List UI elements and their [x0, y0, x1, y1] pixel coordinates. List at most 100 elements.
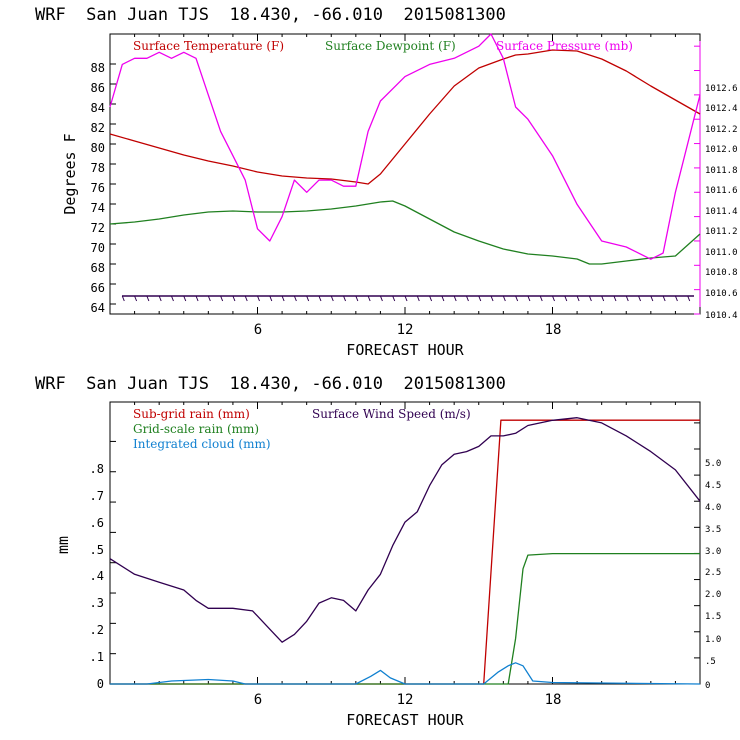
legend-subgrid-rain: Sub-grid rain (mm): [133, 407, 250, 421]
wind-barb: [441, 295, 445, 302]
series-line-sub-grid-rain-mm: [110, 419, 700, 685]
wind-barb: [429, 295, 433, 302]
wind-barb: [478, 295, 482, 302]
wind-barb: [453, 295, 457, 302]
panel2-title: WRF San Juan TJS 18.430, -66.010 2015081…: [35, 374, 506, 394]
panel1-y2-tick: 1011.6: [705, 186, 738, 196]
panel2-y2-tick: .5: [705, 657, 716, 667]
wind-barb: [330, 295, 334, 302]
panel2-y-tick: .5: [90, 543, 104, 557]
wind-barb: [576, 295, 580, 302]
panel1-y-tick: 72: [91, 221, 105, 235]
series-line-integrated-cloud-mm: [110, 662, 701, 685]
series-line-surface-dewpoint-f: [109, 200, 701, 265]
wind-barb: [134, 295, 138, 302]
panel1-title: WRF San Juan TJS 18.430, -66.010 2015081…: [35, 5, 506, 25]
panel1-x-tick: 6: [254, 322, 262, 338]
legend-surface-wind-speed: Surface Wind Speed (m/s): [312, 407, 471, 421]
panel2-y-tick: .7: [90, 489, 104, 503]
series-line-surface-wind-speed-m-s: [109, 417, 701, 643]
wind-barb: [220, 295, 224, 302]
panel1-y-tick: 86: [91, 81, 105, 95]
wind-barb: [625, 295, 629, 302]
panel1-y-tick: 68: [91, 261, 105, 275]
panel1-x-tick: 18: [545, 322, 562, 338]
panel1-y2-tick: 1012.4: [705, 104, 738, 114]
wind-barb: [244, 295, 248, 302]
series-line-grid-scale-rain-mm: [110, 552, 700, 685]
wind-barb: [379, 295, 383, 302]
wind-barb: [257, 295, 260, 302]
wind-barb: [527, 295, 531, 302]
panel2-y-label: mm: [54, 536, 72, 554]
panel1-y-tick: 78: [91, 161, 105, 175]
panel1-y-tick: 70: [91, 241, 105, 255]
panel2-y2-tick: 4.5: [705, 481, 721, 491]
legend-gridscale-rain: Grid-scale rain (mm): [133, 422, 259, 436]
wind-barb: [552, 295, 555, 302]
wind-barb: [539, 295, 543, 302]
wind-barb: [416, 295, 420, 302]
panel2-y-tick: .1: [90, 650, 104, 664]
wind-barb: [367, 295, 371, 302]
panel1-y-tick: 64: [91, 301, 105, 315]
wind-barb: [662, 295, 666, 302]
panel2-y2-tick: 5.0: [705, 459, 721, 469]
panel-temperature: WRF San Juan TJS 18.430, -66.010 2015081…: [35, 5, 738, 359]
panel1-x-tick: 12: [397, 322, 414, 338]
wind-barb: [650, 295, 654, 302]
wind-barb: [170, 295, 174, 302]
wind-barb: [613, 295, 617, 302]
panel1-y-tick: 76: [91, 181, 105, 195]
panel2-y-tick: .4: [90, 569, 104, 583]
wind-barb: [207, 295, 211, 302]
wind-barb: [343, 295, 347, 302]
panel1-y2-tick: 1011.0: [705, 248, 738, 258]
wind-barb: [515, 295, 519, 302]
panel1-y2-tick: 1010.6: [705, 289, 738, 299]
panel2-ticks: [109, 402, 701, 685]
panel2-y-tick: 0: [97, 677, 104, 691]
wind-barb: [183, 295, 187, 302]
wind-barbs: [121, 295, 694, 302]
legend-surface-pressure: Surface Pressure (mb): [496, 39, 633, 53]
wind-barb: [601, 295, 605, 302]
panel1-x-label: FORECAST HOUR: [346, 341, 464, 359]
wind-barb: [269, 295, 273, 302]
wind-barb: [392, 295, 396, 302]
wind-barb: [502, 295, 506, 302]
series-line-surface-temperature-f: [109, 49, 701, 185]
panel1-y2-tick: 1010.4: [705, 311, 738, 321]
series-line-surface-pressure-mb: [109, 33, 701, 260]
panel2-y-tick: .3: [90, 596, 104, 610]
panel1-ticks: [109, 34, 701, 315]
panel2-y2-tick: 3.5: [705, 525, 721, 535]
wind-barb: [318, 295, 322, 302]
wind-barb: [281, 295, 285, 302]
panel1-y-tick: 88: [91, 61, 105, 75]
panel2-x-tick: 18: [545, 692, 562, 708]
wind-barb: [158, 295, 162, 302]
wind-barb: [564, 295, 568, 302]
wind-barb: [146, 295, 150, 302]
panel2-x-label: FORECAST HOUR: [346, 711, 464, 729]
panel1-y2-tick: 1011.4: [705, 207, 738, 217]
panel1-series: [109, 33, 701, 265]
panel1-y-tick: 80: [91, 141, 105, 155]
panel1-y2-tick: 1012.6: [705, 84, 738, 94]
panel2-y-tick: .2: [90, 623, 104, 637]
wind-barb: [121, 295, 125, 302]
legend-integrated-cloud: Integrated cloud (mm): [133, 437, 271, 451]
legend-surface-temperature: Surface Temperature (F): [133, 39, 284, 53]
panel2-x-tick: 6: [254, 692, 262, 708]
panel1-y-tick: 84: [91, 101, 105, 115]
wind-barb: [355, 295, 359, 302]
wind-barb: [465, 295, 469, 302]
panel2-y2-tick: 1.0: [705, 635, 721, 645]
panel2-y2-tick: 1.5: [705, 612, 721, 622]
wind-barb: [293, 295, 297, 302]
panel1-y2-tick: 1012.0: [705, 145, 738, 155]
wind-barb: [306, 295, 310, 302]
panel2-y2-tick: 4.0: [705, 503, 721, 513]
